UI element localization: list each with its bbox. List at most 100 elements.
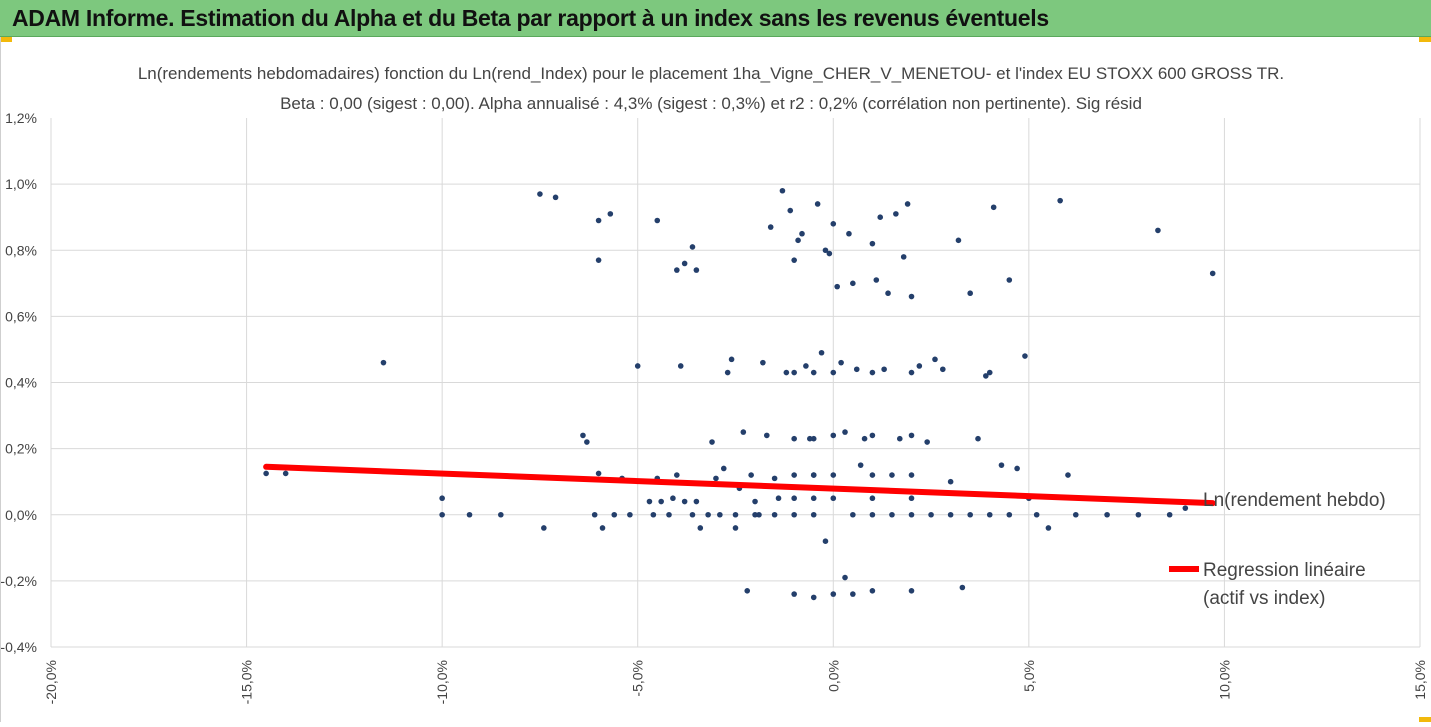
data-point <box>611 511 618 518</box>
data-point <box>466 511 473 518</box>
x-tick-label: 5,0% <box>1021 660 1037 692</box>
data-point <box>791 369 797 376</box>
chart-subtitle: Beta : 0,00 (sigest : 0,00). Alpha annua… <box>280 94 1142 113</box>
data-point <box>885 290 891 297</box>
data-point <box>853 366 860 373</box>
data-point <box>1033 511 1040 518</box>
data-point <box>795 237 801 244</box>
data-point <box>810 511 817 518</box>
data-point <box>732 525 739 531</box>
data-point <box>1065 472 1071 478</box>
data-point <box>869 472 876 478</box>
data-point <box>697 525 704 531</box>
data-point <box>822 538 829 544</box>
data-point <box>842 429 848 435</box>
data-point <box>830 221 837 227</box>
data-point <box>654 217 661 224</box>
data-point <box>689 511 696 518</box>
data-point <box>767 224 774 230</box>
data-point <box>771 475 778 482</box>
data-point <box>810 435 817 442</box>
data-point <box>947 478 954 485</box>
data-point <box>908 472 915 478</box>
header-banner: ADAM Informe. Estimation du Alpha et du … <box>0 0 1431 37</box>
data-point <box>740 429 747 435</box>
data-point <box>955 237 962 244</box>
data-point <box>810 594 817 601</box>
data-point <box>791 435 797 442</box>
data-point <box>916 363 923 369</box>
y-tick-label: 0,6% <box>5 308 37 324</box>
data-point <box>627 511 633 518</box>
data-point <box>689 244 696 250</box>
data-point <box>932 356 938 363</box>
data-point <box>990 204 997 211</box>
data-point <box>850 591 856 597</box>
data-point <box>717 511 723 518</box>
data-point <box>791 257 797 263</box>
data-point <box>908 495 915 502</box>
data-point <box>674 267 680 273</box>
data-point <box>763 432 770 439</box>
data-point <box>681 260 688 267</box>
y-tick-label: 0,8% <box>5 242 37 258</box>
report-title: ADAM Informe. Estimation du Alpha et du … <box>12 5 1049 31</box>
data-point <box>591 511 598 518</box>
data-point <box>756 511 762 518</box>
legend-label-regression: Regression linéaire (actif vs index) <box>1203 560 1371 609</box>
data-point <box>869 495 876 502</box>
data-point <box>595 470 602 477</box>
data-point <box>986 369 993 376</box>
x-tick-label: -5,0% <box>630 660 646 697</box>
data-point <box>263 470 269 477</box>
y-tick-label: -0,2% <box>1 573 37 589</box>
data-point <box>752 498 758 505</box>
data-point <box>959 584 966 591</box>
data-point <box>1006 277 1013 283</box>
data-point <box>584 439 590 445</box>
data-point <box>607 211 614 217</box>
data-point <box>940 366 946 373</box>
data-point <box>810 472 817 478</box>
data-point <box>775 495 782 502</box>
data-point <box>1006 511 1013 518</box>
chart-title: Ln(rendements hebdomadaires) fonction du… <box>138 64 1284 83</box>
y-tick-label: 1,0% <box>5 176 37 192</box>
data-point <box>1155 227 1161 234</box>
legend: Ln(rendement hebdo) Regression linéaire … <box>1169 490 1386 609</box>
data-point <box>830 591 837 597</box>
data-point <box>783 369 790 376</box>
data-point <box>881 366 887 373</box>
data-point <box>857 462 864 468</box>
regression-line-group <box>263 463 1216 507</box>
data-point <box>791 511 797 518</box>
y-tick-label: -0,4% <box>1 639 37 655</box>
data-point <box>889 511 895 518</box>
data-point <box>908 587 915 594</box>
data-point <box>908 511 915 518</box>
data-point <box>834 283 840 290</box>
data-point <box>850 511 856 518</box>
scatter-points <box>263 187 1216 601</box>
data-point <box>677 363 684 369</box>
data-point <box>850 280 856 287</box>
data-point <box>896 435 903 442</box>
data-point <box>861 435 868 442</box>
data-point <box>580 432 586 439</box>
data-point <box>744 587 751 594</box>
data-point <box>732 511 739 518</box>
legend-label-series: Ln(rendement hebdo) <box>1203 490 1386 511</box>
data-point <box>869 511 876 518</box>
regression-line <box>263 463 1216 507</box>
data-point <box>1182 505 1189 511</box>
scatter-chart: Ln(rendements hebdomadaires) fonction du… <box>0 64 1428 704</box>
y-tick-label: 0,4% <box>5 375 37 391</box>
data-point <box>986 511 993 518</box>
x-tick-label: -20,0% <box>43 660 59 704</box>
data-point <box>791 495 797 502</box>
data-point <box>967 511 973 518</box>
data-point <box>541 525 547 531</box>
data-point <box>1057 197 1063 204</box>
data-point <box>998 462 1005 468</box>
x-tick-label: 10,0% <box>1216 660 1232 700</box>
